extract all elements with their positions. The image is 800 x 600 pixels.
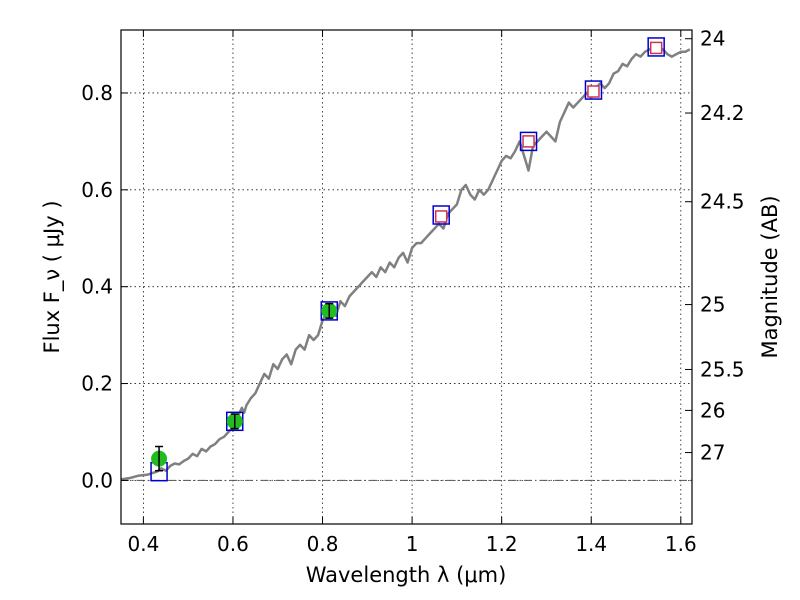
x-tick-label: 0.6 xyxy=(217,532,249,556)
model-box xyxy=(584,80,603,100)
x-axis-label: Wavelength λ (μm) xyxy=(306,563,507,587)
y-tick-label: 0.2 xyxy=(81,372,113,396)
sed-line xyxy=(121,45,691,481)
mag-tick-label: 24.2 xyxy=(700,101,745,125)
tick-layer: 0.4 0.6 0.8 1 1.2 1.4 1.6 0.0 0.2 0.4 0.6 0.8 24 24.2… xyxy=(81,27,744,556)
upper-limit-square xyxy=(522,135,535,148)
mag-tick-label: 27 xyxy=(700,441,725,465)
y-tick-label: 0.4 xyxy=(81,275,113,299)
marker-layer xyxy=(150,37,665,482)
mag-tick-label: 25 xyxy=(700,293,725,317)
x-tick-label: 1.2 xyxy=(486,532,518,556)
mag-tick-label: 24.5 xyxy=(700,190,745,214)
x-tick-label: 1 xyxy=(406,532,419,556)
x-tick-label: 1.4 xyxy=(575,532,607,556)
x-tick-label: 0.8 xyxy=(307,532,339,556)
upper-limit-square xyxy=(649,41,663,55)
plot-frame xyxy=(120,29,693,525)
model-box xyxy=(519,131,538,152)
y2-axis-label: Magnitude (AB) xyxy=(758,195,782,358)
model-box xyxy=(432,205,450,225)
plot-area xyxy=(121,37,691,482)
mag-tick-label: 24 xyxy=(700,27,725,51)
model-box xyxy=(647,37,665,57)
y-axis-label: Flux F_ν ( μJy ) xyxy=(40,200,65,353)
y-tick-label: 0.6 xyxy=(81,178,113,202)
upper-limit-square xyxy=(434,210,448,223)
x-tick-label: 0.4 xyxy=(127,532,159,556)
x-tick-label: 1.6 xyxy=(665,532,697,556)
mag-tick-label: 26 xyxy=(700,398,725,422)
upper-limit-square xyxy=(587,85,600,98)
mag-tick-label: 25.5 xyxy=(700,357,745,381)
y-tick-label: 0.0 xyxy=(81,468,113,492)
y-tick-label: 0.8 xyxy=(81,81,113,105)
